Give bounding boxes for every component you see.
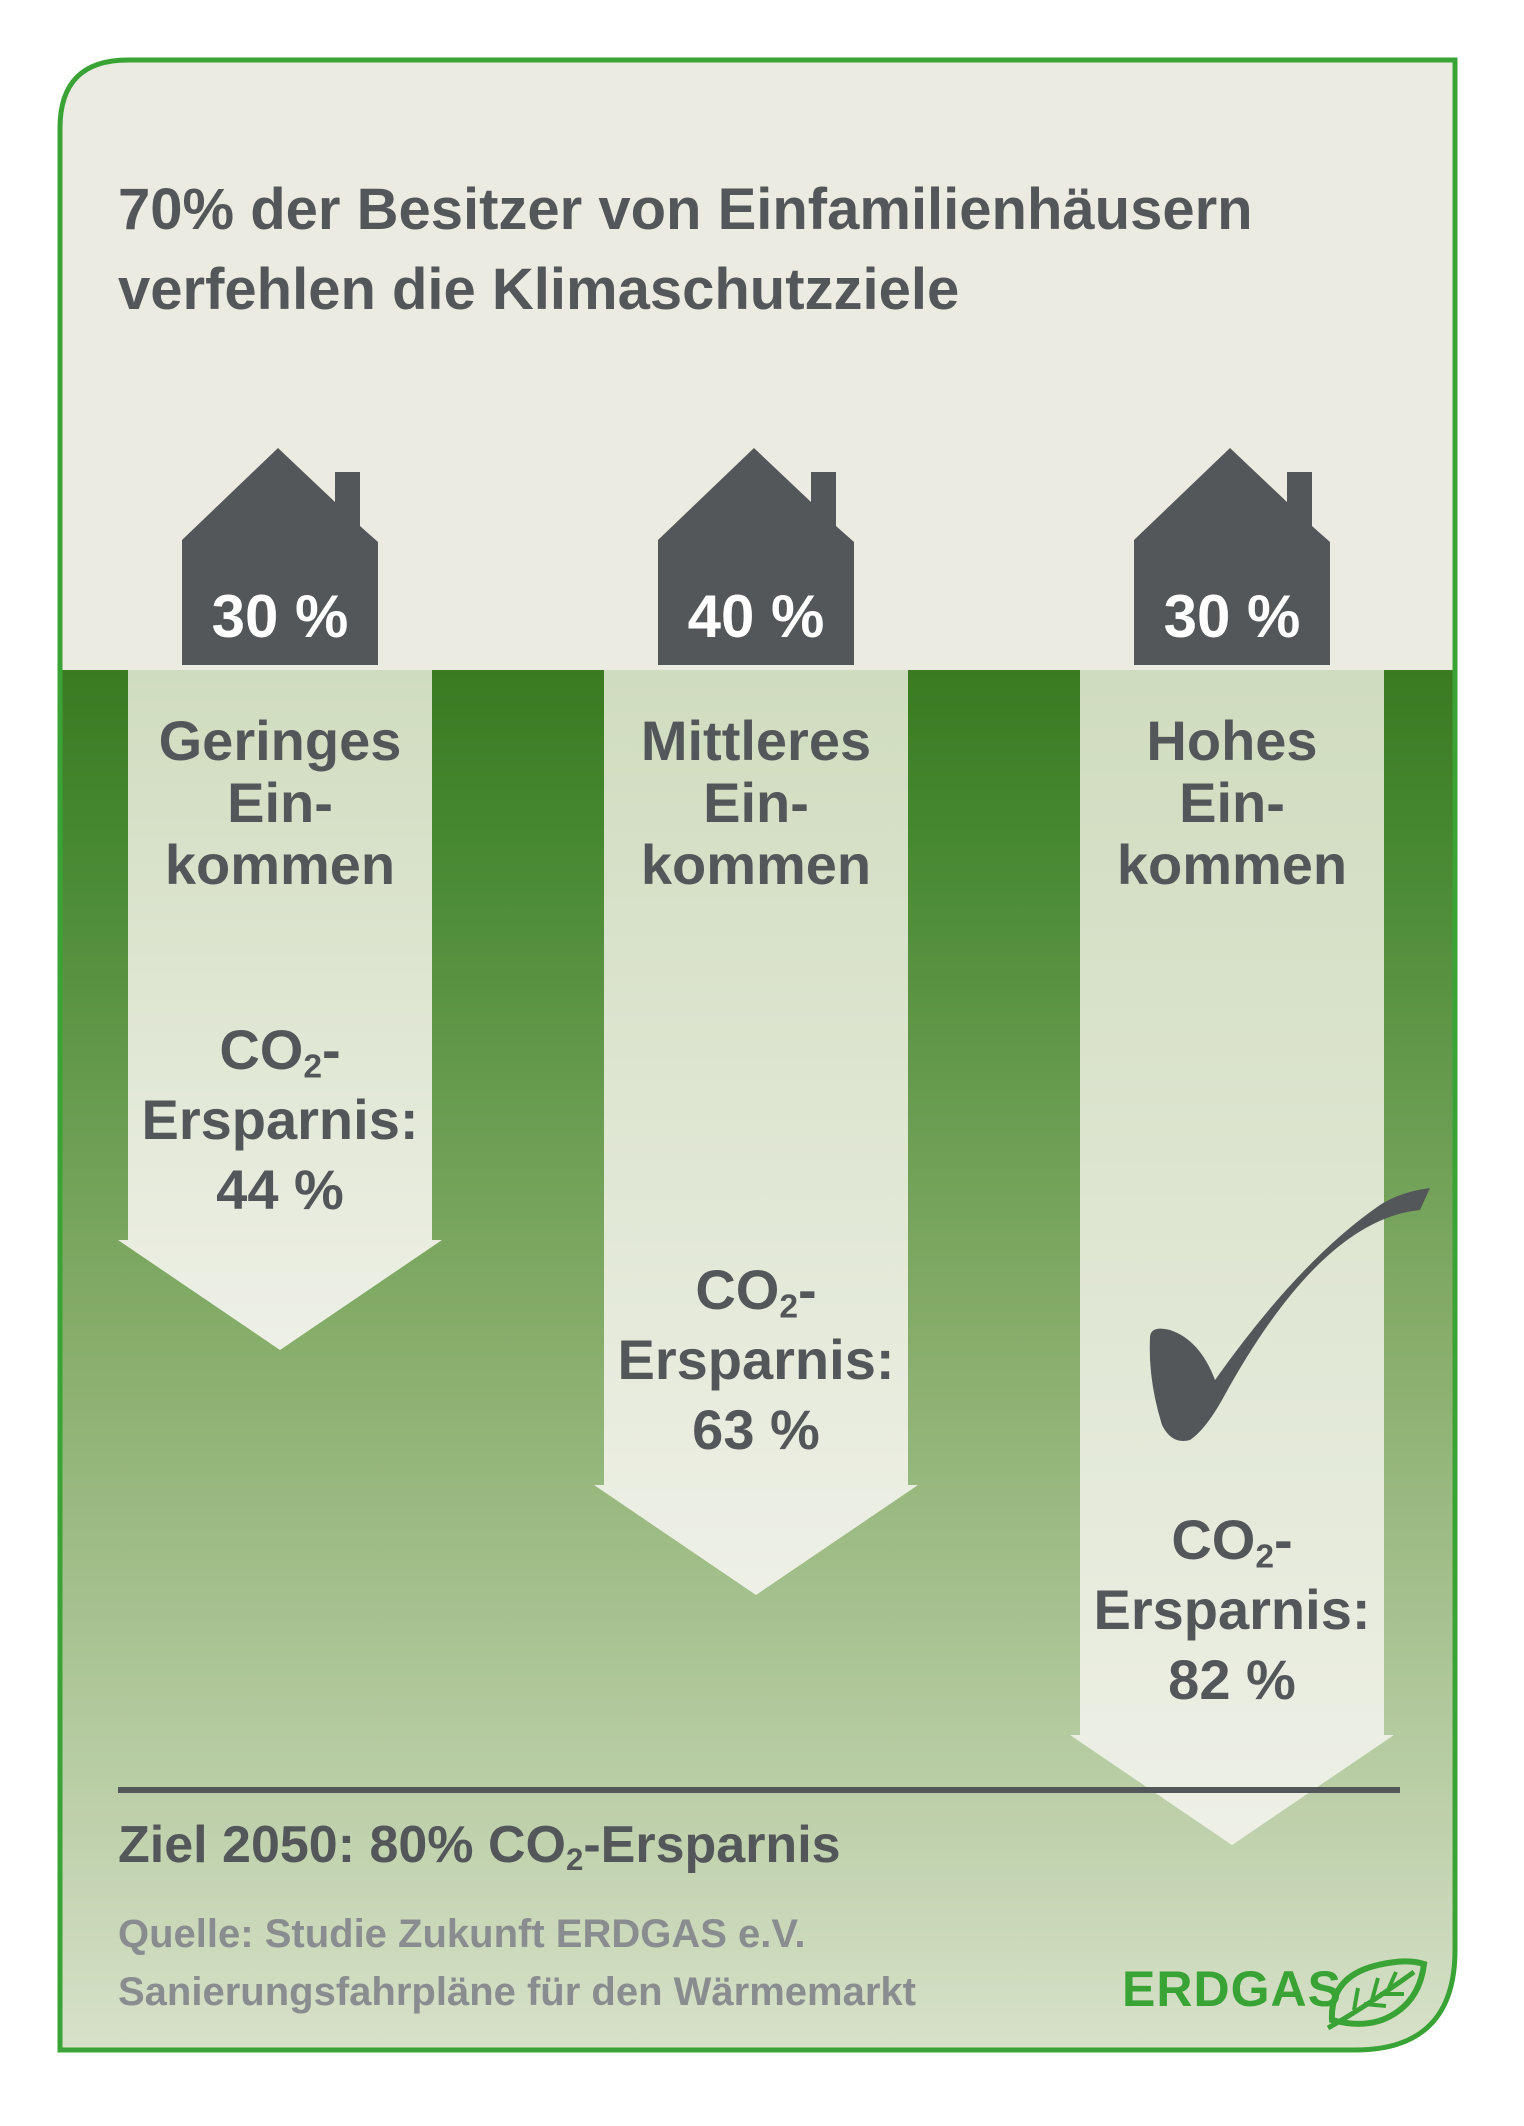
savings-value: 44 % (216, 1158, 344, 1221)
household-share: 30 % (211, 583, 349, 650)
income-label-line: Hohes (1146, 709, 1318, 772)
income-label-line: kommen (1116, 833, 1348, 896)
savings-value: 63 % (692, 1398, 820, 1461)
income-label-line: Geringes (158, 709, 402, 772)
title-line-1: 70% der Besitzer von Einfamilienhäusern (118, 177, 1253, 242)
income-label-line: Mittleres (640, 709, 872, 772)
savings-label: Ersparnis: (617, 1328, 895, 1391)
income-label: Hohes Ein-kommen (1082, 710, 1382, 896)
page-title: 70% der Besitzer von Einfamilienhäusern … (118, 170, 1418, 330)
income-label-line: Ein- (227, 771, 333, 834)
income-label-line: Ein- (703, 771, 809, 834)
co2-savings: CO2- Ersparnis: 44 % (120, 1015, 440, 1225)
savings-arrow (594, 670, 918, 1595)
savings-arrow (118, 670, 442, 1350)
check-mark-icon (1149, 1188, 1430, 1441)
household-share: 30 % (1163, 583, 1301, 650)
source-line-2: Sanierungsfahrpläne für den Wärmemarkt (118, 1970, 916, 2014)
house-icon (182, 448, 378, 665)
income-label: Geringes Ein-kommen (130, 710, 430, 896)
savings-value: 82 % (1168, 1648, 1296, 1711)
card-border (57, 57, 1458, 2053)
savings-label: Ersparnis: (141, 1088, 419, 1151)
co2-label: CO2- (695, 1258, 817, 1326)
leaf-icon (1326, 1958, 1428, 2031)
co2-savings: CO2- Ersparnis: 82 % (1072, 1505, 1392, 1715)
co2-label: CO2- (219, 1018, 341, 1086)
co2-label: CO2- (1171, 1508, 1293, 1576)
savings-arrow (1070, 670, 1394, 1845)
savings-label: Ersparnis: (1093, 1578, 1371, 1641)
erdgas-logo: ERDGAS (1122, 1961, 1342, 2017)
title-line-2: verfehlen die Klimaschutzziele (118, 257, 960, 322)
income-label-line: Ein- (1179, 771, 1285, 834)
source-note: Quelle: Studie Zukunft ERDGAS e.V. Sanie… (118, 1905, 916, 2021)
income-label-line: kommen (164, 833, 396, 896)
household-share: 40 % (687, 583, 825, 650)
co2-savings: CO2- Ersparnis: 63 % (596, 1255, 916, 1465)
income-label: Mittleres Ein-kommen (606, 710, 906, 896)
house-icon (1134, 448, 1330, 665)
income-label-line: kommen (640, 833, 872, 896)
source-line-1: Quelle: Studie Zukunft ERDGAS e.V. (118, 1912, 806, 1956)
goal-line (118, 1787, 1400, 1793)
goal-text: Ziel 2050: 80% CO2-Ersparnis (118, 1816, 841, 1877)
house-icon (658, 448, 854, 665)
